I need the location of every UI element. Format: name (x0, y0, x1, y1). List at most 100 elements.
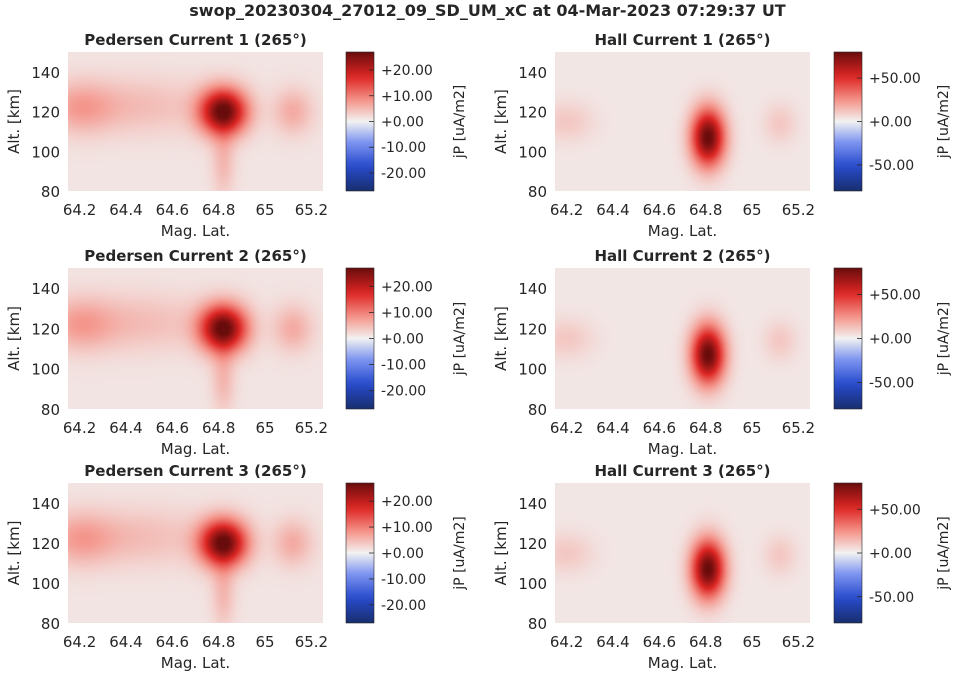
x-tick-label: 64.6 (156, 419, 189, 437)
panel-5: Pedersen Current 3 (265°) 64.2 64.4 64.6 64.… (5, 462, 468, 672)
colorbar-label: jP [uA/m2] (452, 85, 468, 159)
x-axis-label: Mag. Lat. (161, 654, 230, 672)
x-axis-label: Mag. Lat. (161, 222, 230, 240)
panel-title: Hall Current 2 (265°) (594, 247, 770, 265)
panel-title: Hall Current 3 (265°) (594, 462, 770, 480)
y-tick-label: 100 (518, 143, 547, 161)
colorbar-tick-label: +50.00 (869, 287, 921, 303)
x-tick-label: 64.8 (689, 419, 722, 437)
colorbar-tick-label: +0.00 (869, 546, 912, 562)
colorbar-tick-label: +50.00 (869, 71, 921, 87)
heatmap-image (68, 268, 323, 409)
x-tick-label: 65 (255, 201, 274, 219)
heatmap-image (555, 268, 810, 409)
heatmap-image (68, 52, 323, 191)
colorbar-tick-label: +10.00 (381, 520, 433, 536)
y-tick-label: 80 (41, 401, 60, 419)
panel-title: Pedersen Current 3 (265°) (84, 462, 306, 480)
y-tick-label: 140 (31, 280, 60, 298)
colorbar-tick-label: +0.00 (381, 332, 424, 348)
y-tick-label: 120 (31, 104, 60, 122)
y-tick-label: 120 (518, 320, 547, 338)
x-tick-label: 64.4 (109, 201, 142, 219)
colorbar-tick-label: +20.00 (381, 494, 433, 510)
panel-title: Hall Current 1 (265°) (594, 31, 770, 49)
colorbar-tick-label: +20.00 (381, 279, 433, 295)
colorbar-tick-label: -20.00 (381, 598, 426, 614)
x-tick-label: 64.4 (596, 633, 629, 651)
x-axis-label: Mag. Lat. (648, 222, 717, 240)
colorbar-label: jP [uA/m2] (936, 85, 952, 159)
x-tick-label: 65.2 (782, 419, 815, 437)
x-tick-label: 64.4 (596, 419, 629, 437)
y-tick-label: 80 (528, 401, 547, 419)
x-axis-label: Mag. Lat. (648, 654, 717, 672)
x-tick-label: 64.8 (202, 419, 235, 437)
x-tick-label: 64.8 (202, 633, 235, 651)
colorbar-tick-label: +20.00 (381, 63, 433, 79)
colorbar-tick-label: +10.00 (381, 89, 433, 105)
y-axis-label: Alt. [km] (5, 89, 23, 154)
x-tick-label: 64.4 (109, 633, 142, 651)
x-tick-label: 65.2 (295, 419, 328, 437)
y-tick-label: 80 (41, 615, 60, 633)
x-tick-label: 64.2 (63, 419, 96, 437)
y-tick-label: 100 (31, 575, 60, 593)
y-axis-label: Alt. [km] (5, 521, 23, 586)
x-tick-label: 65.2 (782, 633, 815, 651)
x-tick-label: 64.4 (109, 419, 142, 437)
colorbar-tick-label: -50.00 (869, 158, 914, 174)
x-tick-label: 64.6 (643, 201, 676, 219)
x-tick-label: 64.8 (689, 633, 722, 651)
x-tick-label: 64.6 (156, 201, 189, 219)
y-axis-label: Alt. [km] (492, 306, 510, 371)
panel-1: Pedersen Current 1 (265°) 64.2 64.4 64.6 64.… (5, 31, 468, 240)
colorbar-tick-label: -20.00 (381, 166, 426, 182)
colorbar-tick-label: +0.00 (869, 115, 912, 131)
x-axis-label: Mag. Lat. (161, 440, 230, 458)
y-tick-label: 140 (518, 495, 547, 513)
colorbar-label: jP [uA/m2] (936, 516, 952, 590)
y-tick-label: 140 (31, 495, 60, 513)
heatmap-image (555, 483, 810, 623)
panel-title: Pedersen Current 1 (265°) (84, 31, 306, 49)
x-tick-label: 64.2 (63, 201, 96, 219)
colorbar-tick-label: +50.00 (869, 502, 921, 518)
x-tick-label: 65 (742, 419, 761, 437)
y-tick-label: 120 (518, 104, 547, 122)
x-tick-label: 64.2 (550, 201, 583, 219)
y-tick-label: 80 (528, 183, 547, 201)
y-tick-label: 80 (528, 615, 547, 633)
x-tick-label: 64.2 (550, 419, 583, 437)
y-tick-label: 100 (31, 143, 60, 161)
x-tick-label: 65 (255, 633, 274, 651)
colorbar-tick-label: +0.00 (381, 115, 424, 131)
x-tick-label: 64.6 (156, 633, 189, 651)
y-tick-label: 140 (31, 64, 60, 82)
y-tick-label: 140 (518, 64, 547, 82)
y-axis-label: Alt. [km] (492, 89, 510, 154)
panel-4: Hall Current 2 (265°) 64.2 64.4 64.6 64.8 65 6… (492, 247, 952, 458)
colorbar-tick-label: -10.00 (381, 572, 426, 588)
x-tick-label: 65 (742, 201, 761, 219)
x-tick-label: 64.8 (689, 201, 722, 219)
y-tick-label: 100 (31, 361, 60, 379)
x-tick-label: 64.2 (550, 633, 583, 651)
x-axis-label: Mag. Lat. (648, 440, 717, 458)
y-axis-label: Alt. [km] (492, 521, 510, 586)
colorbar-label: jP [uA/m2] (452, 516, 468, 590)
x-tick-label: 65.2 (295, 201, 328, 219)
y-tick-label: 100 (518, 361, 547, 379)
panel-3: Pedersen Current 2 (265°) 64.2 64.4 64.6 64.… (5, 247, 468, 458)
x-tick-label: 65 (742, 633, 761, 651)
colorbar-label: jP [uA/m2] (936, 302, 952, 376)
panel-2: Hall Current 1 (265°) 64.2 64.4 64.6 64.8 65 6… (492, 31, 952, 240)
colorbar-tick-label: -50.00 (869, 376, 914, 392)
x-tick-label: 64.2 (63, 633, 96, 651)
x-tick-label: 65 (255, 419, 274, 437)
x-tick-label: 64.4 (596, 201, 629, 219)
x-tick-label: 64.6 (643, 633, 676, 651)
y-tick-label: 120 (31, 320, 60, 338)
colorbar-tick-label: +10.00 (381, 305, 433, 321)
